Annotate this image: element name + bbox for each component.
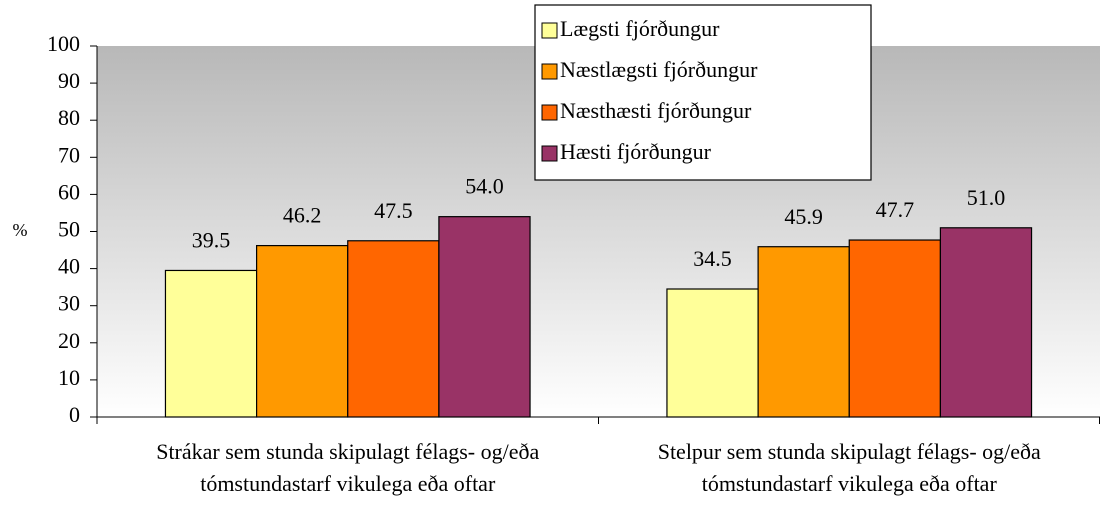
y-tick-label: 10	[58, 365, 80, 390]
value-label: 51.0	[967, 185, 1006, 210]
x-tick-label: Strákar sem stunda skipulagt félags- og/…	[156, 439, 540, 496]
legend-label: Hæsti fjórðungur	[560, 139, 712, 164]
bar	[939, 227, 1033, 418]
y-tick-label: 20	[58, 328, 80, 353]
bar	[757, 246, 850, 418]
legend-label: Næsthæsti fjórðungur	[560, 98, 752, 123]
legend-swatch	[541, 104, 558, 121]
legend-swatch	[541, 145, 558, 162]
legend-label: Lægsti fjórðungur	[560, 16, 720, 41]
y-tick-label: 90	[58, 68, 80, 93]
value-label: 45.9	[784, 204, 823, 229]
legend-box	[534, 4, 872, 181]
bar	[666, 288, 759, 418]
y-tick-label: 30	[58, 291, 80, 316]
bar	[256, 244, 349, 418]
y-tick-label: 70	[58, 142, 80, 167]
value-label: 39.5	[192, 228, 231, 253]
y-tick-label: 40	[58, 254, 80, 279]
value-label: 47.5	[374, 198, 413, 223]
y-tick-label: 80	[58, 105, 80, 130]
bar	[438, 216, 531, 418]
bar	[848, 239, 941, 418]
y-tick-label: 100	[47, 31, 80, 56]
legend-swatch	[541, 63, 558, 80]
y-tick-label: 0	[69, 402, 80, 427]
value-label: 34.5	[693, 246, 732, 271]
legend-label: Næstlægsti fjórðungur	[560, 57, 758, 82]
bar	[347, 240, 440, 418]
y-tick-label: 60	[58, 179, 80, 204]
y-axis-label: %	[13, 220, 28, 240]
value-label: 54.0	[465, 174, 504, 199]
value-label: 47.7	[876, 197, 915, 222]
bar	[164, 269, 258, 418]
legend-swatch	[541, 22, 558, 39]
value-label: 46.2	[283, 203, 322, 228]
x-tick-label: Stelpur sem stunda skipulagt félags- og/…	[657, 439, 1041, 496]
y-tick-label: 50	[58, 217, 80, 242]
